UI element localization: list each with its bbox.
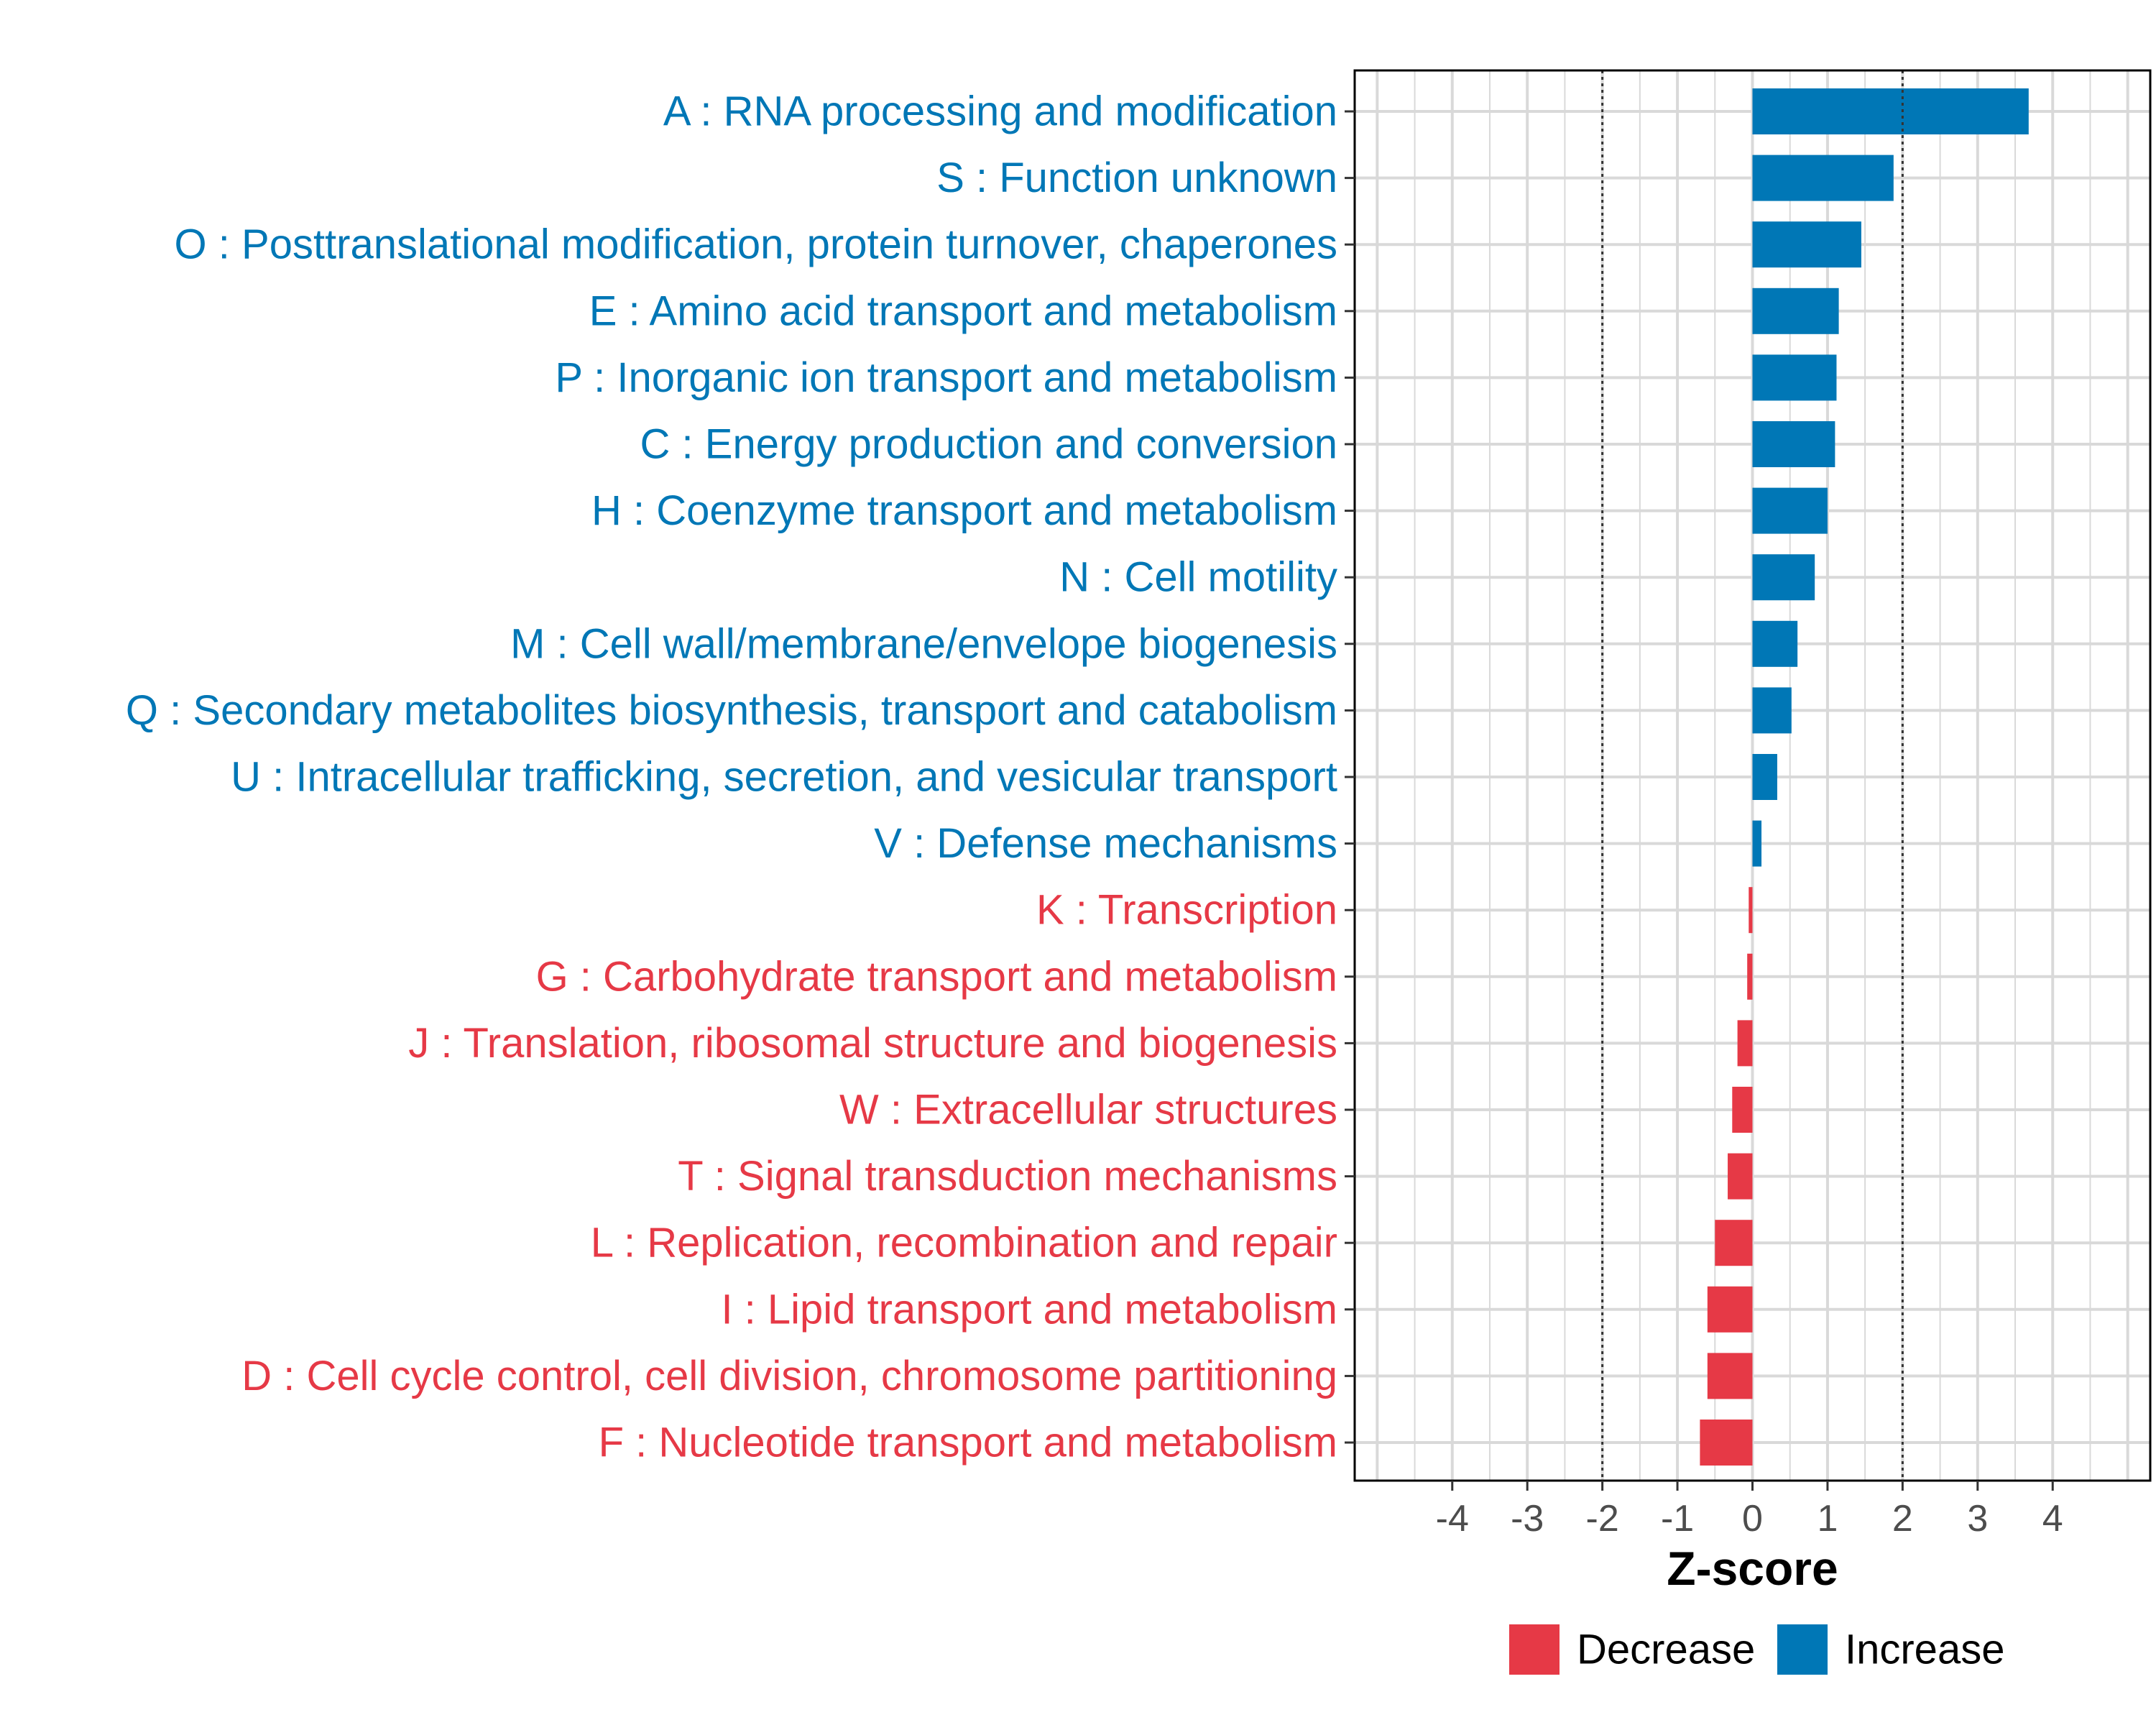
x-tick-label: 4 xyxy=(2042,1498,2063,1540)
reference-lines xyxy=(1601,70,1904,1481)
bar xyxy=(1752,88,2029,134)
bars xyxy=(1700,88,2029,1466)
bar xyxy=(1752,687,1792,734)
category-label: D : Cell cycle control, cell division, c… xyxy=(241,1353,1337,1399)
category-label: T : Signal transduction mechanisms xyxy=(678,1153,1337,1200)
category-label: M : Cell wall/membrane/envelope biogenes… xyxy=(510,620,1337,667)
legend-label: Increase xyxy=(1845,1627,2004,1673)
category-label: J : Translation, ribosomal structure and… xyxy=(408,1020,1337,1067)
bar xyxy=(1749,887,1753,934)
x-tick-label: 3 xyxy=(1967,1498,1988,1540)
category-label: E : Amino acid transport and metabolism xyxy=(589,288,1337,334)
bar xyxy=(1707,1286,1753,1333)
bar xyxy=(1752,754,1777,800)
category-label: W : Extracellular structures xyxy=(839,1087,1337,1133)
legend: Decrease Increase xyxy=(1509,1624,2004,1675)
bar xyxy=(1752,487,1828,534)
bar xyxy=(1752,221,1861,268)
x-tick-label: -1 xyxy=(1661,1498,1694,1540)
x-tick-label: -3 xyxy=(1511,1498,1544,1540)
category-label: V : Defense mechanisms xyxy=(874,820,1337,867)
bar xyxy=(1707,1353,1753,1399)
category-label: O : Posttranslational modification, prot… xyxy=(175,221,1337,268)
x-tick-label: 2 xyxy=(1892,1498,1913,1540)
category-label: I : Lipid transport and metabolism xyxy=(721,1286,1337,1333)
bar xyxy=(1737,1020,1753,1067)
x-axis-title: Z-score xyxy=(1667,1542,1838,1595)
bar xyxy=(1728,1153,1753,1200)
category-label: A : RNA processing and modification xyxy=(663,88,1337,135)
legend-swatch xyxy=(1509,1624,1560,1675)
x-axis-ticks: -4 -3 -2 -1 0 1 2 3 4 xyxy=(1436,1481,2063,1540)
category-label: S : Function unknown xyxy=(936,155,1337,201)
bar xyxy=(1752,820,1762,867)
x-tick-label: -4 xyxy=(1436,1498,1469,1540)
bar xyxy=(1752,354,1837,401)
x-tick-label: 0 xyxy=(1742,1498,1763,1540)
legend-swatch xyxy=(1777,1624,1828,1675)
bar xyxy=(1752,421,1835,467)
category-label: C : Energy production and conversion xyxy=(640,421,1337,468)
category-label: P : Inorganic ion transport and metaboli… xyxy=(555,354,1337,401)
category-label: F : Nucleotide transport and metabolism xyxy=(599,1420,1337,1466)
x-tick-label: -2 xyxy=(1586,1498,1619,1540)
category-label: U : Intracellular trafficking, secretion… xyxy=(231,754,1337,801)
bar xyxy=(1752,554,1815,601)
bar xyxy=(1747,953,1753,1000)
bar xyxy=(1752,288,1839,334)
category-label: Q : Secondary metabolites biosynthesis, … xyxy=(126,687,1337,734)
bar xyxy=(1700,1420,1753,1466)
bar xyxy=(1715,1220,1753,1266)
bar xyxy=(1732,1087,1753,1133)
category-label: G : Carbohydrate transport and metabolis… xyxy=(536,953,1337,1000)
legend-label: Decrease xyxy=(1577,1627,1755,1673)
bar xyxy=(1752,620,1798,667)
category-label: K : Transcription xyxy=(1036,887,1337,934)
x-tick-label: 1 xyxy=(1817,1498,1838,1540)
category-label: H : Coenzyme transport and metabolism xyxy=(591,487,1337,534)
category-label: N : Cell motility xyxy=(1059,554,1337,601)
category-labels: A : RNA processing and modification S : F… xyxy=(126,88,1355,1466)
category-label: L : Replication, recombination and repai… xyxy=(591,1220,1337,1266)
bar xyxy=(1752,155,1894,201)
